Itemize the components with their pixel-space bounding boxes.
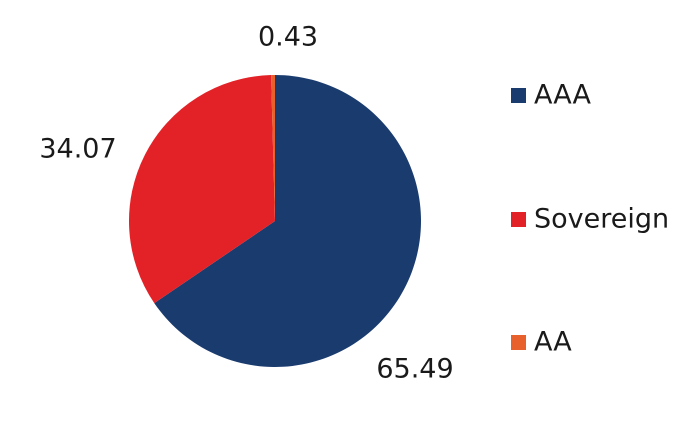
legend-label: Sovereign bbox=[534, 204, 669, 235]
legend-label: AAA bbox=[534, 80, 591, 111]
pie-slice bbox=[154, 75, 421, 367]
pie-slice bbox=[128, 75, 275, 304]
pie-slice bbox=[271, 75, 275, 221]
legend-swatch bbox=[511, 335, 526, 350]
data-label: 65.49 bbox=[376, 354, 453, 385]
data-label: 0.43 bbox=[258, 22, 318, 53]
legend-swatch bbox=[511, 88, 526, 103]
legend-label: AA bbox=[534, 327, 572, 358]
data-label: 34.07 bbox=[39, 134, 116, 165]
legend-swatch bbox=[511, 212, 526, 227]
